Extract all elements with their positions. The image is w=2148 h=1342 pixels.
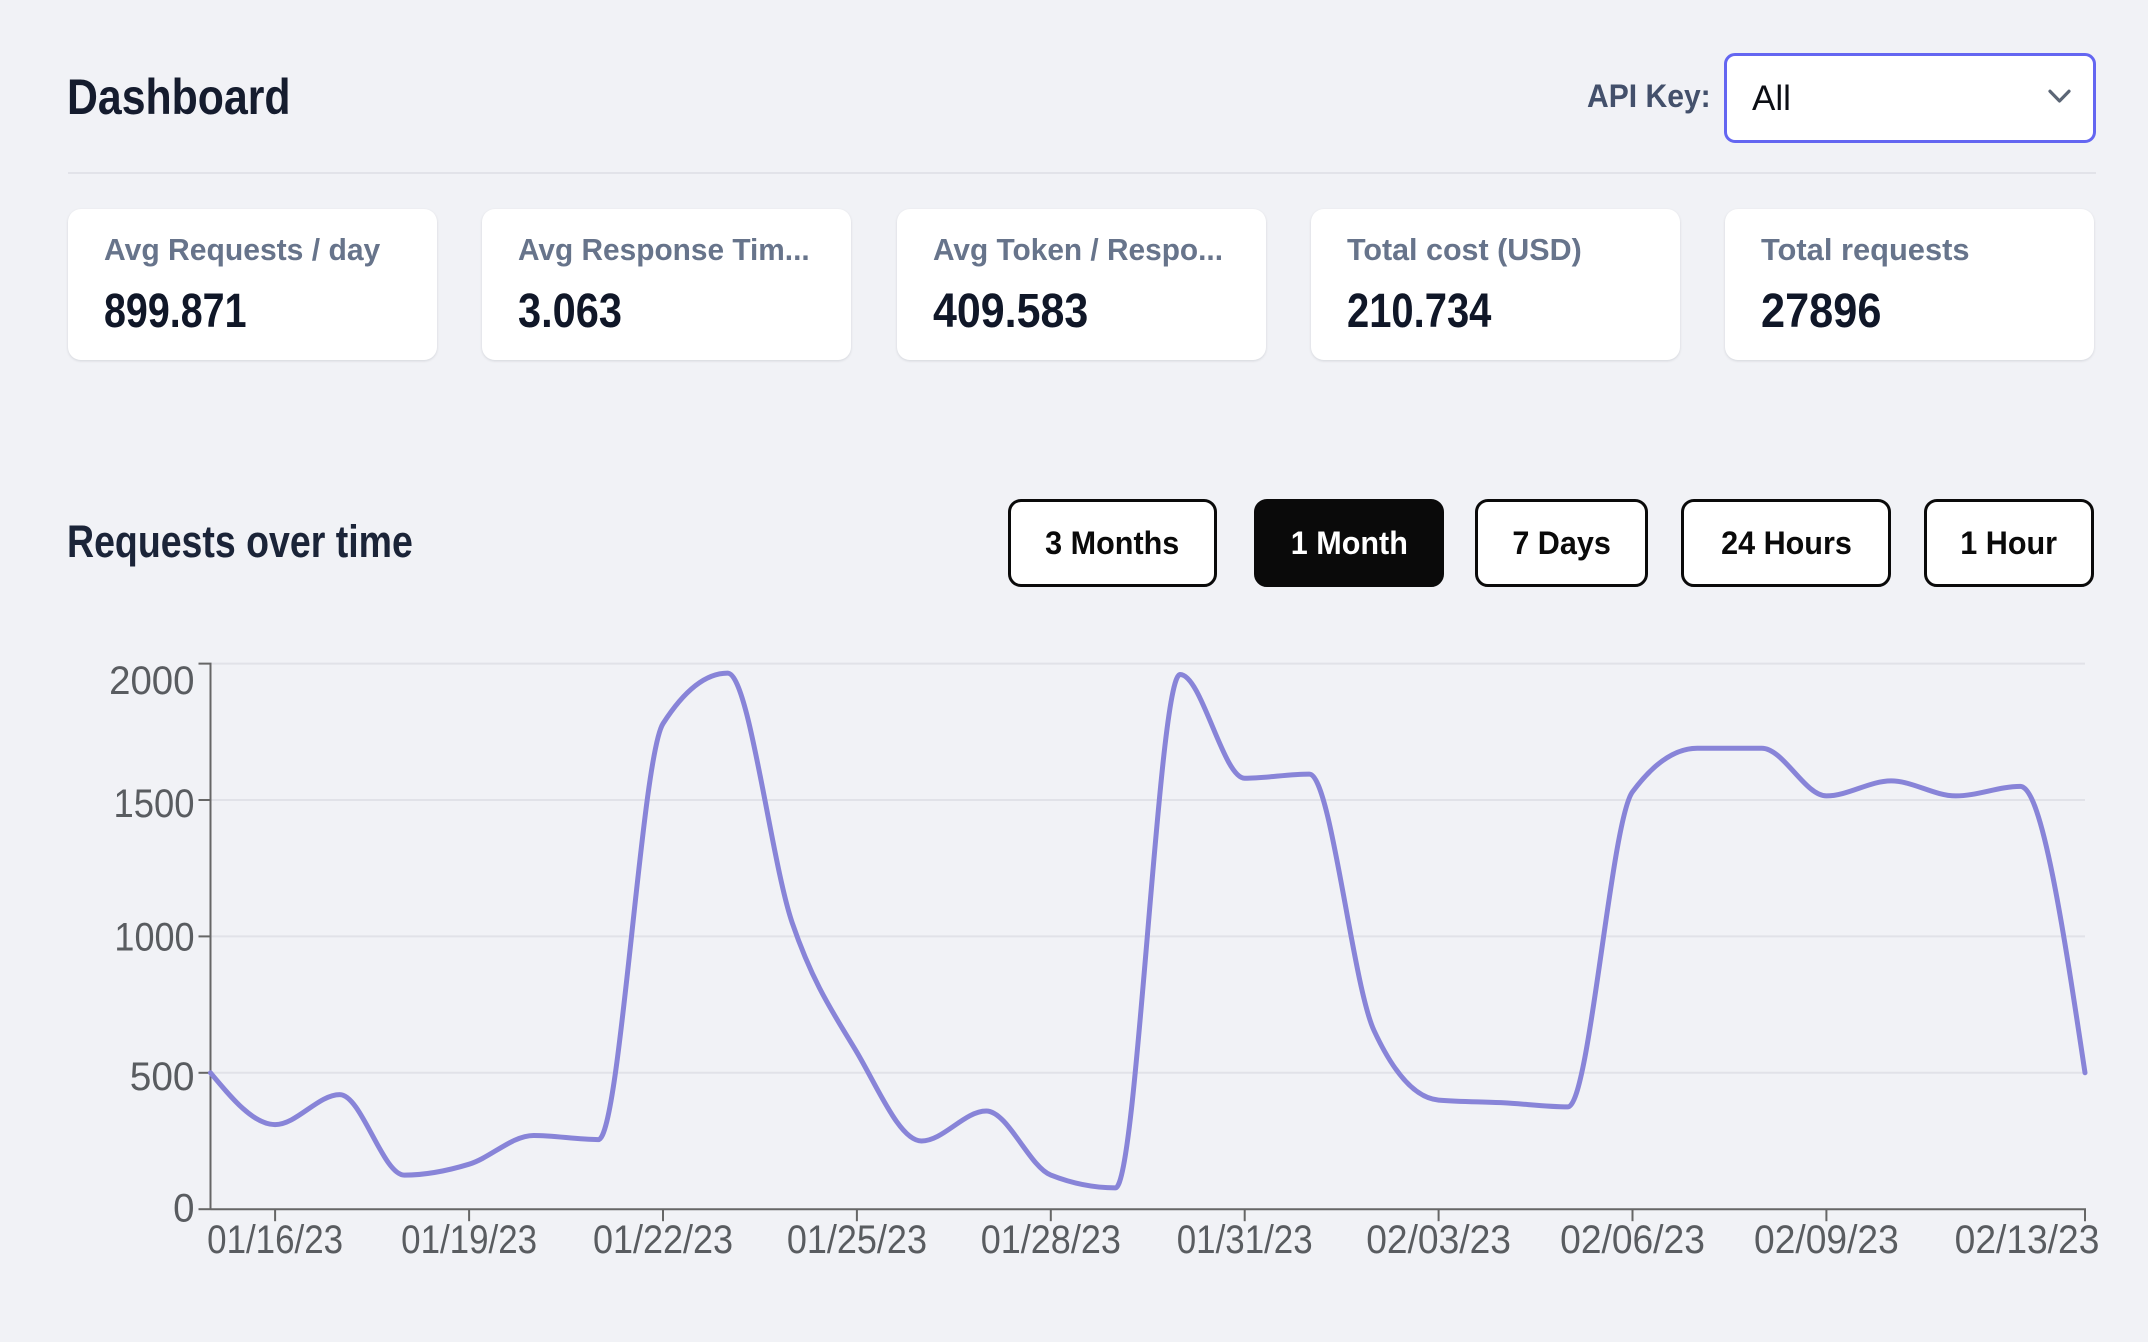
svg-text:0: 0 — [173, 1187, 194, 1231]
svg-text:01/31/23: 01/31/23 — [1177, 1217, 1313, 1262]
svg-text:500: 500 — [130, 1054, 195, 1099]
svg-text:01/22/23: 01/22/23 — [593, 1218, 733, 1262]
svg-text:1000: 1000 — [114, 916, 194, 960]
svg-text:1500: 1500 — [114, 781, 195, 826]
svg-text:2000: 2000 — [109, 659, 194, 703]
svg-text:01/16/23: 01/16/23 — [207, 1217, 343, 1262]
svg-text:01/25/23: 01/25/23 — [787, 1218, 927, 1262]
svg-text:01/19/23: 01/19/23 — [401, 1217, 537, 1262]
svg-text:02/09/23: 02/09/23 — [1754, 1218, 1899, 1263]
svg-text:02/03/23: 02/03/23 — [1366, 1218, 1511, 1263]
svg-text:02/13/23: 02/13/23 — [1955, 1218, 2100, 1263]
svg-text:02/06/23: 02/06/23 — [1560, 1218, 1705, 1263]
svg-text:01/28/23: 01/28/23 — [981, 1218, 1121, 1262]
